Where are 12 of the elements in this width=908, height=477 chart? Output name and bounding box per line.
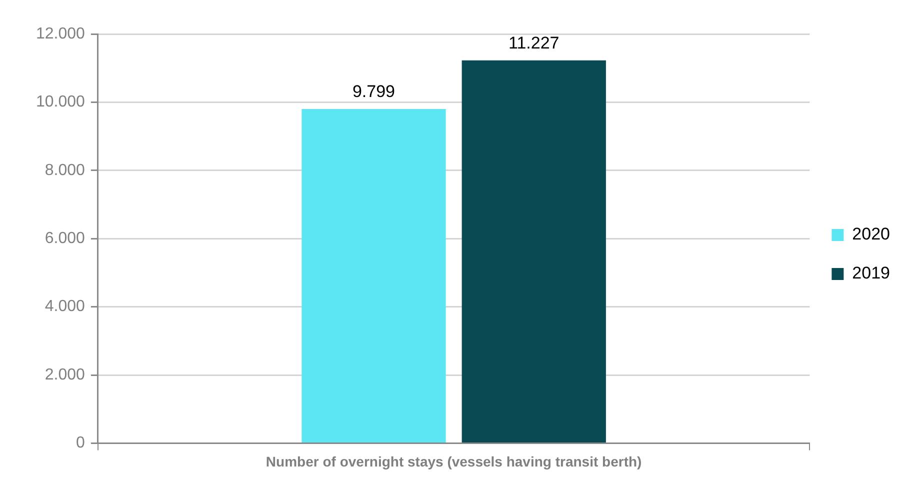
y-tick-label: 12.000	[36, 25, 86, 42]
data-label: 11.227	[508, 34, 560, 53]
legend-label: 2019	[852, 264, 890, 283]
y-tick-label: 4.000	[44, 298, 86, 316]
y-tick-label: 6.000	[44, 230, 86, 248]
data-label: 9.799	[352, 82, 396, 102]
y-tick-label: 8.000	[44, 162, 86, 179]
y-tick-label: 2.000	[44, 366, 86, 384]
y-tick-label: 0	[76, 434, 86, 452]
legend-label: 2020	[852, 224, 890, 244]
y-tick-label: 10.000	[36, 94, 86, 111]
x-tick-label: Number of overnight stays (vessels having transit berth)	[266, 453, 642, 470]
